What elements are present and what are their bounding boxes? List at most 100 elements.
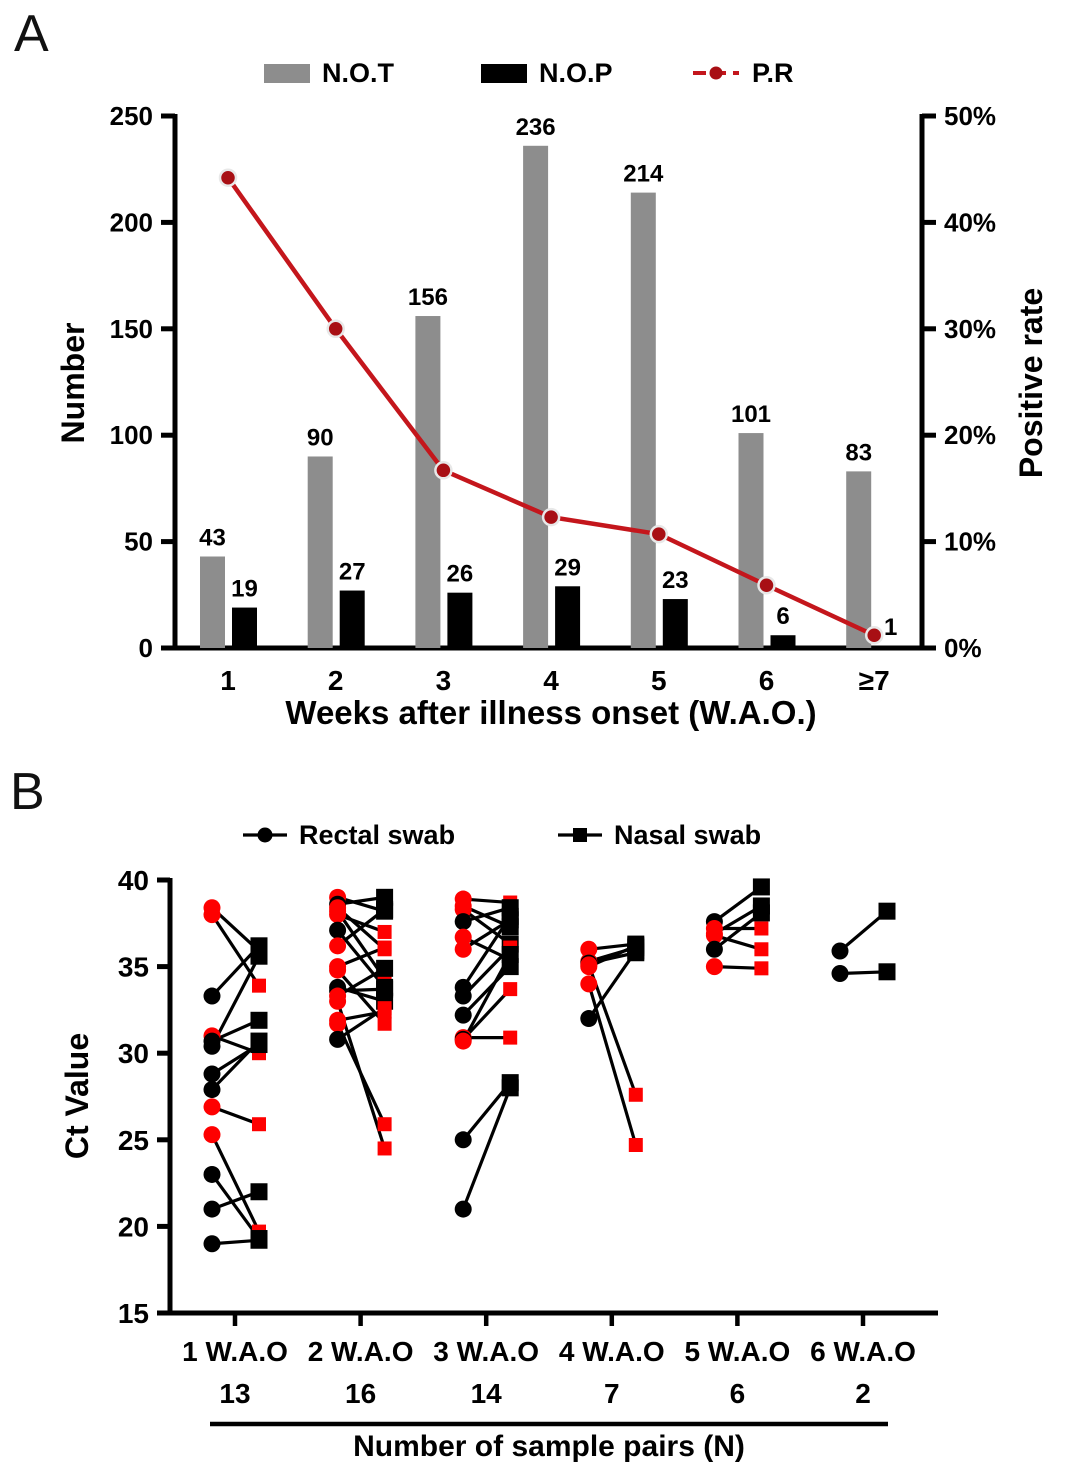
rectal-swab-point [329,1015,347,1033]
rectal-swab-point [580,1010,598,1028]
panel-b-group-count: 7 [604,1378,620,1409]
nasal-swab-point [503,982,518,997]
nop-bar-swatch-icon [481,63,527,83]
pair-line [210,1173,261,1240]
legend-item-pr: P.R [692,56,794,90]
panel-a-category-label: 3 [436,665,452,696]
nasal-swab-point [754,921,769,936]
rectal-swab-point [831,965,849,983]
rectal-swab-point [705,958,723,976]
panel-b-y-axis-title: Ct Value [59,1033,95,1159]
nasal-swab-point [250,1231,268,1249]
panel-b-group-label: 3 W.A.O [433,1336,539,1367]
nop-bar-value-label: 26 [447,561,474,588]
nasal-swab-point [878,902,896,920]
pair-line [462,988,512,1041]
pair-line [210,1133,261,1233]
rectal-swab-point [329,937,347,955]
rectal-swab-point [454,1131,472,1149]
panel-a-category-label: 1 [220,665,236,696]
pr-point [864,625,884,645]
nop-bar [339,590,365,648]
nasal-swab-point [377,924,392,939]
not-bar-value-label: 83 [845,439,872,466]
panel-a-y2-tick-label: 40% [944,207,996,237]
rectal-swab-point [203,1098,221,1116]
panel-a-bars [200,145,904,649]
rectal-swab-point [454,1006,472,1024]
panel-a-pr-line [218,168,884,645]
nasal-swab-point [252,1117,266,1132]
panel-a-category-label: 5 [651,665,667,696]
nop-bar [770,635,796,648]
panel-a-category-label: 6 [759,665,775,696]
panel-a-y2-tick-label: 20% [944,420,996,450]
rectal-swab-point [203,1065,221,1083]
panel-a-x-axis-title: Weeks after illness onset (W.A.O.) [285,694,816,731]
panel-b-group-label: 4 W.A.O [559,1336,665,1367]
pair-line [461,1087,512,1210]
panel-a-y2-tick-label: 30% [944,314,996,344]
panel-b-y-tick-label: 25 [118,1125,149,1156]
rectal-swab-point [454,1032,472,1050]
legend-item-nop: N.O.P [481,56,613,90]
nop-bar-value-label: 19 [231,576,258,603]
panel-a-legend: N.O.T N.O.P P.R [0,56,1080,90]
panel-b-group-label: 6 W.A.O [810,1336,916,1367]
rectal-swab-point [203,1126,221,1144]
panel-b-y-tick-label: 40 [118,865,149,896]
not-bar-value-label: 236 [516,114,556,141]
rectal-swab-point [203,1165,221,1183]
panel-b-axes: 15 20 25 30 35 40 [118,865,938,1329]
legend-item-nasal: Nasal swab [558,818,761,852]
pair-line [587,983,638,1146]
rectal-swab-point [203,1235,221,1253]
nasal-swab-point [250,1183,268,1201]
pr-point [326,319,345,339]
nasal-swab-point [627,942,645,960]
rectal-swab-point [454,913,472,931]
panel-a-category-label: 4 [543,665,559,696]
panel-a-y2-tick-label: 50% [944,101,996,131]
panel-a-category-label: 2 [328,665,344,696]
panel-a-y2-tick-label: 10% [944,527,996,557]
panel-b-y-tick-label: 15 [118,1298,149,1329]
not-bar-value-label: 101 [731,401,771,428]
rectal-swab-point [705,926,723,944]
nop-bar [447,592,473,648]
panel-b-group-count: 13 [219,1378,250,1409]
pr-point [541,507,561,527]
rectal-swab-point [329,1030,347,1048]
panel-b-group-count: 2 [855,1378,871,1409]
pr-legend-label: P.R [752,57,794,88]
rectal-swab-point [580,940,598,958]
panel-a-y-tick-label: 250 [110,101,153,131]
pr-line-marker-icon [693,66,739,80]
rectal-swab-point [454,900,472,918]
not-bar-value-label: 156 [408,284,448,311]
pair-line [210,955,261,1048]
not-bar [523,145,549,649]
nasal-swab-point [754,961,769,976]
nasal-swab-point [376,959,394,977]
rectal-swab-legend-label: Rectal swab [299,819,456,850]
nasal-swab-point [377,940,392,955]
nop-bar-value-label: 27 [339,559,366,586]
pr-point [757,575,776,595]
panel-b-y-tick-label: 35 [118,952,149,983]
nasal-swab-point [376,980,394,998]
not-bar [307,456,333,648]
not-bar [415,316,441,648]
not-legend-label: N.O.T [322,57,394,88]
panel-a-label: A [14,5,49,63]
rectal-swab-point [454,928,472,946]
nasal-swab-point [501,907,519,925]
nasal-swab-point [377,1001,392,1016]
panel-b-group-count: 6 [730,1378,746,1409]
pr-point [434,461,453,480]
nasal-swab-point [503,1030,518,1045]
panel-b-group-count: 14 [471,1378,503,1409]
